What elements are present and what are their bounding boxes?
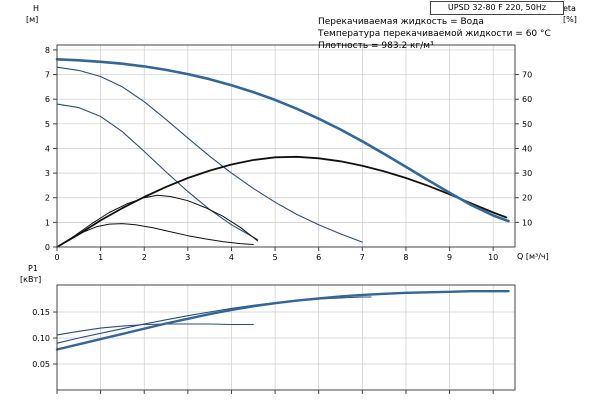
plot-frame: [56, 44, 516, 248]
x-tick-label: 9: [447, 253, 452, 262]
x-tick-label: 8: [403, 253, 408, 262]
efficiency-speed-2-curve: [56, 194, 259, 248]
y2-tick-label: 10: [522, 218, 532, 227]
eta-axis-title: eta: [563, 4, 576, 13]
pump-model-label: UPSD 32-80 F 220, 50Hz: [430, 1, 564, 15]
y2-tick-label: 50: [522, 120, 532, 129]
y-tick-label: 8: [45, 46, 50, 55]
y2-tick-label: 30: [522, 169, 532, 178]
x-tick-label: 3: [185, 253, 190, 262]
power-axis-unit: [кВт]: [20, 275, 42, 284]
y-tick-label: 1: [45, 218, 50, 227]
y2-tick-label: 40: [522, 144, 532, 153]
chart-area-1: 0.05 0.10 0.15: [32, 284, 516, 394]
y2-tick-label: 20: [522, 194, 532, 203]
head-axis-unit: [м]: [26, 15, 39, 24]
annotation-liquid-temperature: Температура перекачиваемой жидкости = 60…: [318, 29, 551, 39]
y-tick-label: 3: [45, 169, 50, 178]
y2-tick-label: 70: [522, 71, 532, 80]
head-speed-3-curve: [55, 57, 510, 223]
efficiency-speed-1-curve: [56, 223, 254, 248]
head-speed-2-curve: [56, 66, 363, 243]
x-tick-label: 7: [360, 253, 365, 262]
y-tick-label: 6: [45, 95, 50, 104]
power-speed-1-curve: [56, 323, 254, 336]
x-tick-label: 4: [229, 253, 234, 262]
power-speed-2-curve: [56, 296, 372, 344]
chart-area-0: 0 1 2 3 4 5 6 7 8 9 10 0 1 2 3 4 5 6 7 8 10 20 30 40 50 60 70: [45, 44, 532, 262]
x-tick-label: 10: [488, 253, 498, 262]
eta-axis-unit: [%]: [563, 15, 577, 24]
y-tick-label: 0.15: [32, 308, 50, 317]
head-speed-1-curve: [56, 103, 259, 241]
x-tick-label: 0: [54, 253, 59, 262]
y-tick-label: 5: [45, 120, 50, 129]
y-tick-label: 0.10: [32, 334, 50, 343]
y-tick-label: 4: [45, 144, 50, 153]
y-tick-label: 0: [45, 243, 50, 252]
annotation-pumped-liquid: Перекачиваемая жидкость = Вода: [318, 17, 484, 27]
head-axis-title: H: [33, 4, 40, 13]
x-tick-label: 5: [273, 253, 278, 262]
power-speed-3-curve: [55, 290, 510, 351]
annotation-density: Плотность = 983.2 кг/м³: [318, 41, 434, 51]
y-tick-label: 7: [45, 71, 50, 80]
power-axis-title: P1: [28, 264, 38, 273]
x-tick-label: 2: [142, 253, 147, 262]
x-tick-label: 1: [98, 253, 103, 262]
y-tick-label: 0.05: [32, 360, 50, 369]
efficiency-speed-3-curve: [56, 155, 508, 248]
y2-tick-label: 60: [522, 95, 532, 104]
y-tick-label: 2: [45, 194, 50, 203]
flow-axis-label: Q [м³/ч]: [517, 252, 549, 261]
plot-frame: [56, 284, 516, 391]
liquid-annotations-block: Перекачиваемая жидкость = Вода Температу…: [318, 16, 551, 52]
x-tick-label: 6: [316, 253, 321, 262]
